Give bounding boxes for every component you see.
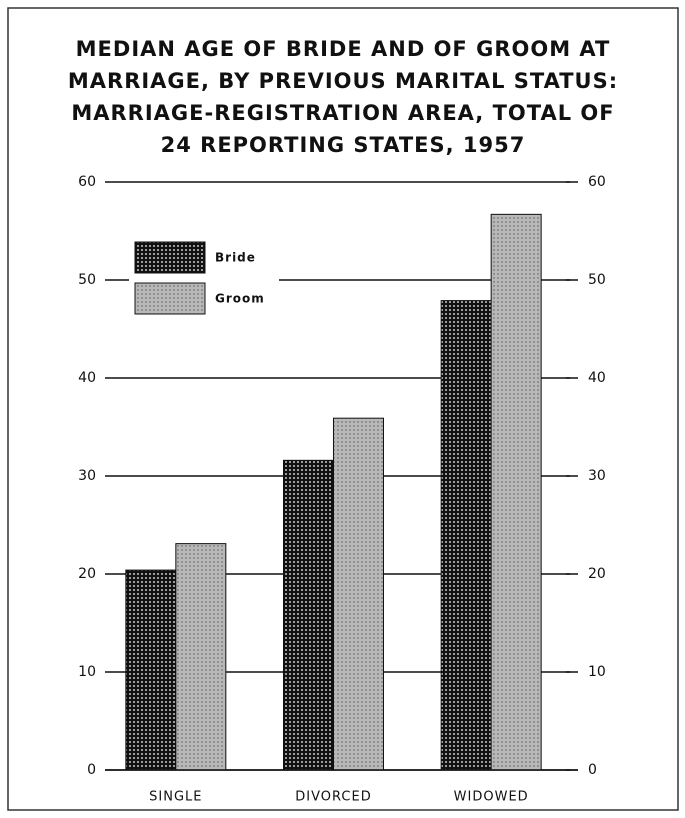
y-tick-label: 30 [78,468,96,484]
bar [125,569,177,771]
bar [333,417,384,771]
y-tick-label: 40 [78,370,96,386]
frame [7,7,679,811]
x-tick-label: WIDOWED [454,790,529,805]
legend-swatch [134,282,206,315]
y2-tick-label: 10 [588,664,606,680]
y-tick-label: 50 [78,272,96,288]
chart-title: MARRIAGE, BY PREVIOUS MARITAL STATUS: [68,69,618,93]
bar [440,300,492,771]
legend-label: Bride [215,251,256,265]
y2-tick-label: 0 [588,762,597,778]
chart-title: MEDIAN AGE OF BRIDE AND OF GROOM AT [76,37,611,61]
y2-tick-label: 30 [588,468,606,484]
x-tick-label: DIVORCED [295,790,371,805]
y-tick-label: 20 [78,566,96,582]
x-tick-label: SINGLE [149,790,202,805]
chart-title: MARRIAGE-REGISTRATION AREA, TOTAL OF [71,101,614,125]
y-tick-label: 60 [78,174,96,190]
y-tick-label: 0 [87,762,96,778]
y2-tick-label: 40 [588,370,606,386]
legend-label: Groom [215,292,265,306]
chart-title: 24 REPORTING STATES, 1957 [161,133,526,157]
legend-swatch [134,241,206,274]
bar [175,543,227,771]
bar [490,213,542,771]
y-tick-label: 10 [78,664,96,680]
y2-tick-label: 20 [588,566,606,582]
y2-tick-label: 50 [588,272,606,288]
bar [283,459,334,771]
y2-tick-label: 60 [588,174,606,190]
